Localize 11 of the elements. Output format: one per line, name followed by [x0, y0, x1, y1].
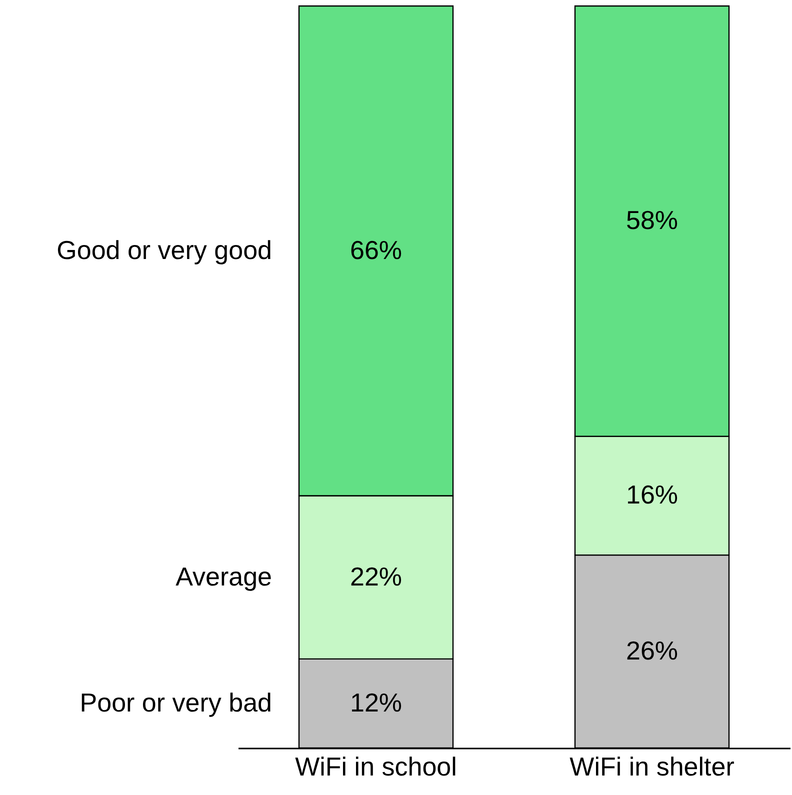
series-label: Good or very good	[56, 234, 272, 265]
data-label: 22%	[350, 561, 402, 592]
data-label: 66%	[350, 234, 402, 265]
data-label: 58%	[626, 205, 678, 236]
x-tick-label: WiFi in shelter	[570, 752, 735, 782]
data-label: 12%	[350, 687, 402, 718]
data-label: 26%	[626, 636, 678, 666]
series-label: Average	[176, 561, 272, 592]
x-tick-label: WiFi in school	[295, 752, 457, 782]
series-label: Poor or very bad	[80, 687, 272, 718]
data-label: 16%	[626, 480, 678, 510]
